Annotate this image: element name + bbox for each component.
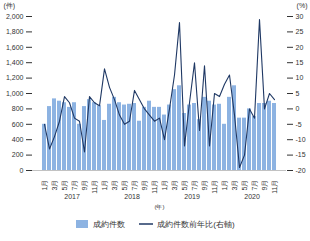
svg-text:7月: 7月 [131, 180, 138, 191]
svg-text:11月: 11月 [271, 180, 278, 194]
svg-text:(%): (%) [297, 2, 308, 10]
svg-text:9月: 9月 [81, 180, 88, 191]
svg-text:7月: 7月 [71, 180, 78, 191]
svg-text:3月: 3月 [111, 180, 118, 191]
html-text:成約件数前年比(右軸): 成約件数前年比(右軸) [157, 219, 235, 229]
svg-text:11月: 11月 [151, 180, 158, 194]
svg-text:3月: 3月 [171, 180, 178, 191]
svg-text:5月: 5月 [121, 180, 128, 191]
svg-text:7月: 7月 [191, 180, 198, 191]
svg-text:600: 600 [12, 121, 24, 128]
svg-text:1月: 1月 [41, 180, 48, 191]
svg-text:-10: -10 [296, 136, 306, 143]
svg-text:1,800: 1,800 [6, 28, 24, 35]
svg-text:15: 15 [296, 59, 304, 66]
svg-text:1月: 1月 [161, 180, 168, 191]
svg-text:11月: 11月 [91, 180, 98, 194]
svg-text:(年): (年) [155, 204, 165, 210]
svg-text:3月: 3月 [51, 180, 58, 191]
svg-text:1,400: 1,400 [6, 59, 24, 66]
svg-text:11月: 11月 [211, 180, 218, 194]
svg-text:10: 10 [296, 74, 304, 81]
svg-text:5月: 5月 [181, 180, 188, 191]
svg-text:-5: -5 [296, 121, 302, 128]
svg-text:400: 400 [12, 136, 24, 143]
svg-text:-15: -15 [296, 151, 306, 158]
svg-text:2020: 2020 [244, 193, 260, 200]
svg-text:-20: -20 [296, 167, 306, 174]
svg-text:2019: 2019 [184, 193, 200, 200]
svg-text:1,000: 1,000 [6, 90, 24, 97]
svg-text:2017: 2017 [64, 193, 80, 200]
svg-text:1,200: 1,200 [6, 74, 24, 81]
svg-text:9月: 9月 [141, 180, 148, 191]
svg-text:0: 0 [296, 105, 300, 112]
svg-text:3月: 3月 [231, 180, 238, 191]
svg-text:(件): (件) [4, 2, 16, 10]
svg-text:5: 5 [296, 90, 300, 97]
svg-text:0: 0 [20, 167, 24, 174]
svg-text:25: 25 [296, 28, 304, 35]
svg-text:2,000: 2,000 [6, 13, 24, 20]
svg-text:1,600: 1,600 [6, 44, 24, 51]
svg-text:5月: 5月 [61, 180, 68, 191]
html-text:成約件数: 成約件数 [93, 219, 126, 229]
svg-text:20: 20 [296, 44, 304, 51]
svg-text:200: 200 [12, 151, 24, 158]
svg-text:5月: 5月 [241, 180, 248, 191]
svg-text:9月: 9月 [201, 180, 208, 191]
svg-text:9月: 9月 [261, 180, 268, 191]
svg-text:2018: 2018 [124, 193, 140, 200]
svg-text:7月: 7月 [251, 180, 258, 191]
svg-text:800: 800 [12, 105, 24, 112]
svg-text:1月: 1月 [221, 180, 228, 191]
svg-text:1月: 1月 [101, 180, 108, 191]
svg-text:30: 30 [296, 13, 304, 20]
